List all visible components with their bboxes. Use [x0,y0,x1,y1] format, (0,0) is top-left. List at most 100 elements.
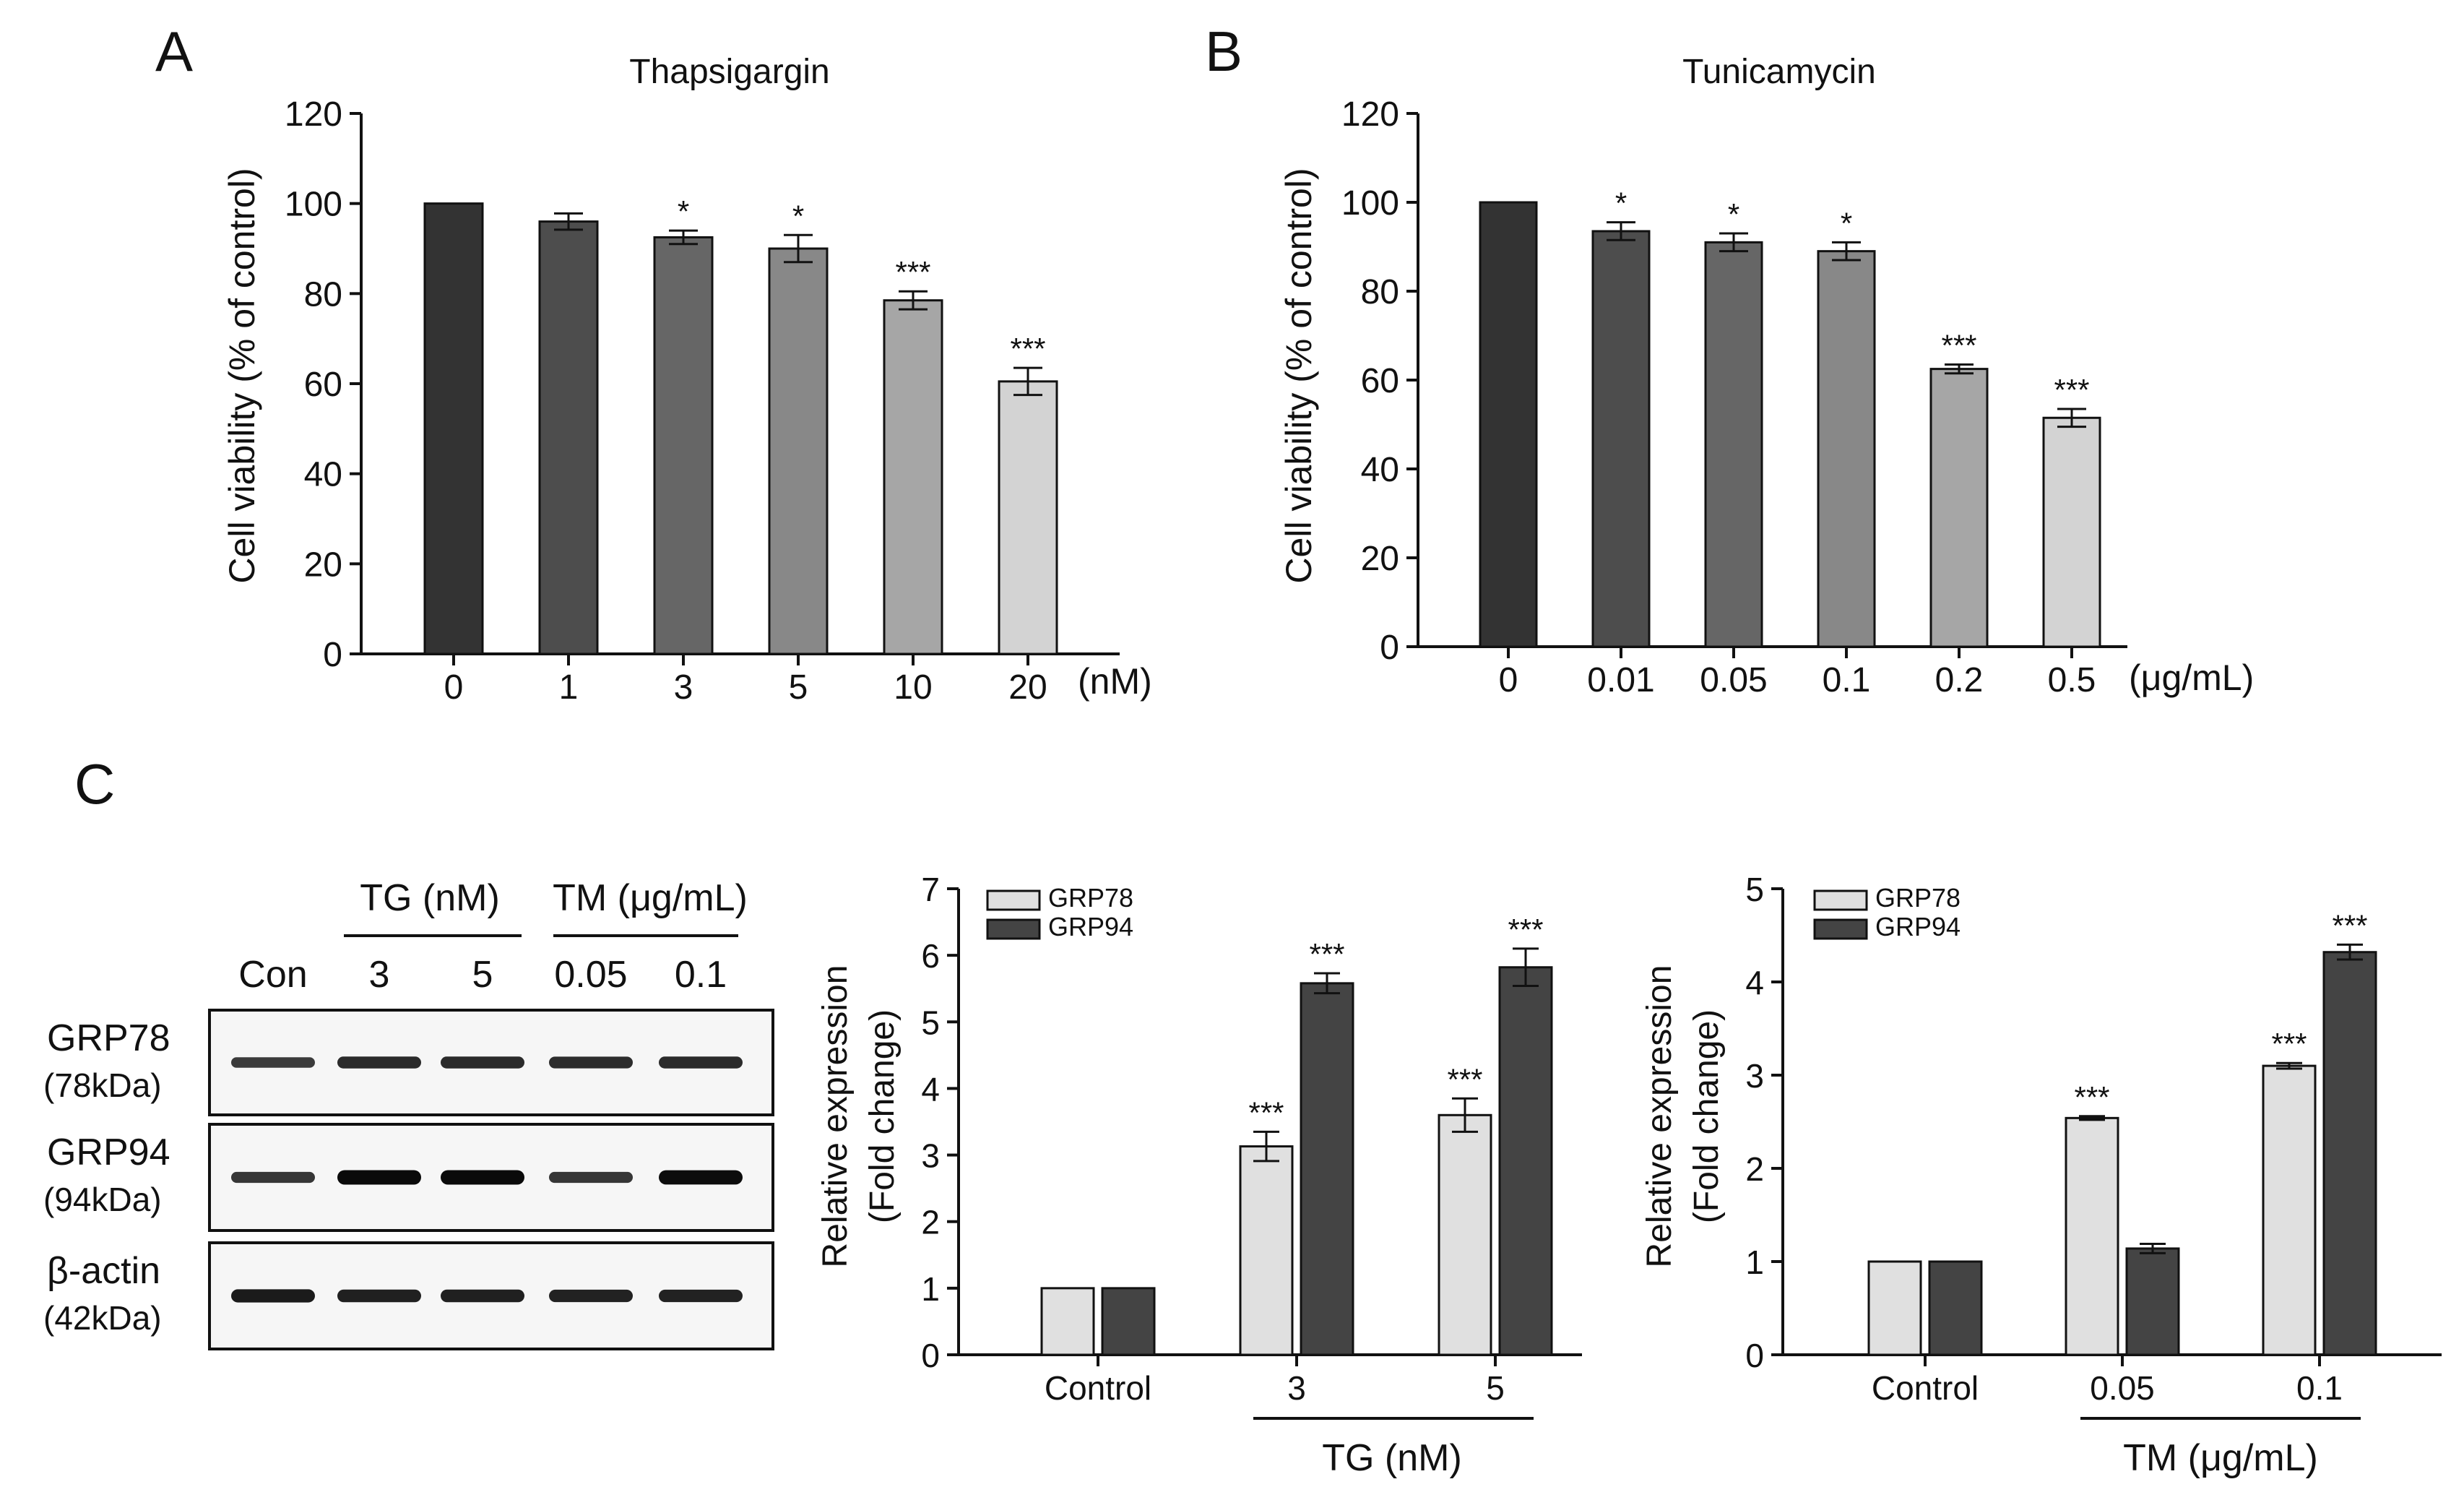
x-unit-label: (nM) [1078,661,1152,702]
bar [2262,1064,2317,1356]
x-tick-label: 0.01 [1587,661,1654,699]
x-tick-label: 1 [559,668,579,707]
protein-kda: (42kDa) [43,1299,162,1337]
blot-band [337,1056,421,1069]
bar [2322,951,2377,1356]
bar [1867,1260,1922,1356]
legend-label: GRP78 [1048,883,1133,913]
blot-band [659,1056,743,1069]
y-tick-label: 20 [1361,540,1399,578]
lane-label: 3 [369,954,390,996]
bar [653,236,714,655]
bar [1928,1260,1983,1356]
y-tick-label: 6 [921,937,940,975]
blot-band [549,1289,633,1303]
y-axis-label: Relative expression [816,965,855,1268]
blot-band [549,1171,633,1184]
x-tick-label: 3 [1287,1369,1306,1407]
bar [1817,250,1876,648]
significance-marker: * [1841,206,1852,240]
bar [1929,368,1989,648]
blot-band [231,1289,315,1303]
y-tick-label: 5 [921,1004,940,1041]
significance-marker: *** [2332,908,2367,942]
legend-swatch [1813,918,1868,940]
y-tick-label: 4 [1745,964,1764,1001]
significance-marker: *** [1309,937,1344,971]
y-axis-label: Cell viability (% of control) [1279,168,1319,583]
blot-band [441,1289,524,1303]
lane-label: 5 [472,954,493,996]
y-axis-label: Relative expression [1640,965,1679,1268]
chart-grp-tg: Relative expression (Fold change) TG (nM… [816,871,1582,1479]
y-tick-label: 4 [921,1070,940,1108]
significance-marker: *** [1941,328,1976,362]
protein-kda: (78kDa) [43,1066,162,1104]
x-tick-label: 20 [1008,668,1047,707]
y-tick-label: 2 [1745,1150,1764,1188]
bar [998,380,1058,655]
bar [1479,201,1538,648]
bar [1438,1113,1492,1356]
chart-title: Thapsigargin [629,53,830,91]
y-tick-label: 120 [285,95,342,134]
significance-marker: *** [1508,913,1543,947]
y-tick-label: 100 [1341,184,1399,223]
blot-band [231,1171,315,1184]
y-tick-label: 0 [323,636,342,674]
blot-band [659,1170,743,1185]
significance-marker: *** [1010,332,1045,366]
blot-band [549,1056,633,1069]
significance-marker: * [678,194,689,228]
bar [768,247,829,655]
protein-kda: (94kDa) [43,1181,162,1218]
group-label: TM (μg/mL) [2123,1437,2318,1479]
bar [2065,1116,2119,1356]
legend-label: GRP78 [1875,883,1961,913]
significance-marker: *** [895,255,930,289]
y-tick-label: 80 [304,275,342,314]
blot-band [659,1289,743,1303]
x-tick-label: 5 [1486,1369,1505,1407]
group-label: TG (nM) [1322,1437,1462,1479]
bar [2042,416,2101,648]
chart-title: Tunicamycin [1682,53,1876,91]
y-tick-label: 0 [921,1337,940,1374]
chart-thapsigargin: Thapsigargin Cell viability (% of contro… [222,53,1152,707]
lane-label: 0.1 [675,954,727,996]
y-axis-label: Cell viability (% of control) [222,168,262,583]
x-tick-label: 10 [894,668,932,707]
y-tick-label: 80 [1361,273,1399,311]
y-tick-label: 120 [1341,95,1399,134]
x-unit-label: (μg/mL) [2129,658,2254,698]
y-tick-label: 0 [1745,1337,1764,1374]
y-tick-label: 60 [1361,362,1399,400]
significance-marker: *** [1447,1062,1482,1096]
protein-name: β-actin [47,1250,160,1292]
significance-marker: * [1728,197,1739,231]
legend-label: GRP94 [1048,912,1133,941]
y-axis-label-2: (Fold change) [863,1009,902,1223]
chart-grp-tm: Relative expression (Fold change) TM (μg… [1640,871,2442,1479]
group-label-tg: TG (nM) [360,877,500,919]
y-tick-label: 3 [1745,1057,1764,1095]
legend-swatch [1813,889,1868,911]
panel-letter-a: A [155,20,193,83]
blot-band [231,1057,315,1068]
bar [423,202,484,655]
x-tick-label: Control [1872,1369,1979,1407]
bar [1498,966,1553,1356]
bar [883,299,943,655]
y-tick-label: 40 [1361,451,1399,489]
chart-tunicamycin: Tunicamycin Cell viability (% of control… [1279,53,2254,699]
blot-band [337,1170,421,1185]
bar [1300,982,1354,1356]
legend-swatch [986,889,1041,911]
x-tick-label: 0 [1499,661,1518,699]
bar [1704,241,1763,648]
y-tick-label: 100 [285,186,342,224]
bar [1239,1145,1294,1356]
lane-label: Con [238,954,307,996]
bar [1101,1287,1156,1356]
